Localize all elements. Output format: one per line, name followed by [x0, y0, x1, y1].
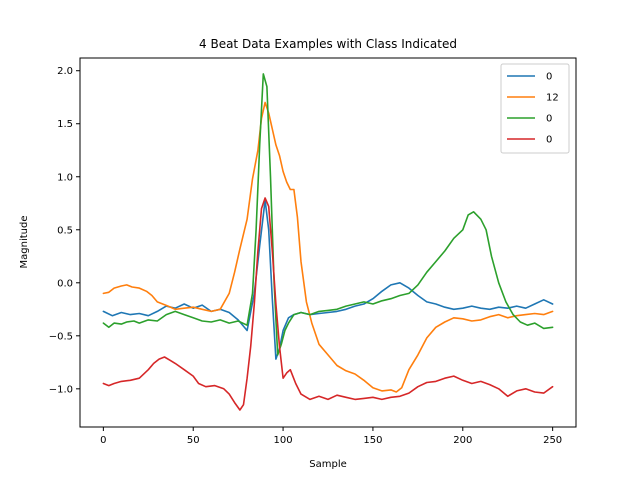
legend-label-4: 0	[546, 135, 552, 146]
legend: 0 12 0 0	[500, 63, 570, 154]
x-tick-label: 200	[453, 435, 472, 446]
x-tick-label: 150	[363, 435, 382, 446]
y-tick-label: 2.0	[57, 66, 73, 77]
series-line-3	[102, 73, 554, 356]
y-tick-label: −0.5	[49, 331, 73, 342]
series-layer	[102, 73, 554, 411]
x-axis-label: Sample	[309, 459, 347, 470]
x-tick-label: 100	[274, 435, 293, 446]
y-tick-label: −1.0	[49, 384, 73, 395]
x-tick-label: 0	[100, 435, 106, 446]
y-tick-label: 0.5	[57, 225, 73, 236]
chart-title: 4 Beat Data Examples with Class Indicate…	[199, 37, 457, 51]
axes-frame	[79, 57, 577, 428]
legend-label-1: 0	[546, 72, 552, 83]
y-tick-label: 1.5	[57, 119, 73, 130]
y-tick-label: 0.0	[57, 278, 73, 289]
x-tick-label: 50	[187, 435, 200, 446]
series-line-2	[102, 101, 554, 393]
series-line-4	[102, 197, 554, 411]
y-tick-label: 1.0	[57, 172, 73, 183]
x-tick-label: 250	[543, 435, 562, 446]
legend-box	[500, 63, 570, 154]
y-axis-label: Magnitude	[19, 216, 30, 269]
x-axis: 0 50 100 150 200 250	[100, 427, 562, 446]
series-line-1	[102, 199, 554, 360]
legend-label-2: 12	[546, 93, 559, 104]
y-axis: −1.0 −0.5 0.0 0.5 1.0 1.5 2.0	[49, 66, 80, 395]
legend-label-3: 0	[546, 114, 552, 125]
plot-area	[79, 57, 577, 428]
